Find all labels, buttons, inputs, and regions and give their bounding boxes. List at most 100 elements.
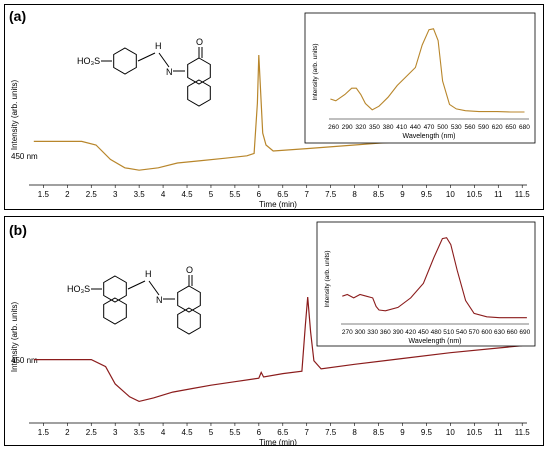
inset-x-tick-label-a-11: 590	[478, 124, 489, 131]
x-tick-label-b-15: 9	[400, 428, 405, 437]
inset-x-tick-label-b-3: 360	[380, 329, 391, 336]
structure-b-ring-3	[177, 285, 201, 313]
structure-a-n-label: N	[166, 67, 173, 77]
structure-b-bond-n1	[127, 280, 146, 290]
x-tick-label-b-16: 9.5	[421, 428, 433, 437]
x-tick-label-a-19: 11	[494, 190, 503, 199]
x-tick-label-b-17: 10	[446, 428, 455, 437]
panel-label-b: (b)	[9, 222, 27, 238]
x-tick-label-a-3: 3	[113, 190, 118, 199]
inset-x-tick-label-a-14: 680	[519, 124, 530, 131]
structure-a-so3h-label: HO₃S	[77, 56, 100, 66]
x-tick-label-b-7: 5	[209, 428, 214, 437]
x-tick-label-a-15: 9	[400, 190, 405, 199]
structure-a-o-label: O	[196, 37, 203, 47]
series-line-b-0	[33, 296, 523, 403]
structure-b-n-label: N	[156, 295, 163, 305]
inset-frame-a	[304, 12, 536, 144]
inset-x-tick-label-b-7: 480	[431, 329, 442, 336]
x-tick-label-b-2: 2.5	[86, 428, 98, 437]
structure-b-h-label: H	[145, 269, 152, 279]
inset-x-tick-label-a-12: 620	[492, 124, 503, 131]
x-tick-label-b-6: 4.5	[181, 428, 193, 437]
x-tick-label-b-18: 10.5	[467, 428, 483, 437]
x-tick-label-b-20: 11.5	[515, 428, 531, 437]
x-axis-label-b: Time (min)	[259, 438, 297, 445]
inset-x-tick-label-b-1: 300	[355, 329, 366, 336]
inset-x-tick-label-b-11: 600	[481, 329, 492, 336]
series-line-a-0	[33, 54, 523, 171]
x-tick-label-b-1: 2	[65, 428, 70, 437]
x-tick-label-b-10: 6.5	[277, 428, 289, 437]
inset-b: 270 300 330 360 390 420 450 480 510 540 570 600 630 6…	[316, 221, 536, 347]
inset-x-tick-label-a-8: 500	[437, 124, 448, 131]
y-axis-label-a: Intensity (arb. units)	[10, 80, 19, 151]
structure-a-bond-nn	[158, 52, 170, 68]
inset-x-tick-label-a-7: 470	[424, 124, 435, 131]
chart-panel-b: (b) Intensity (arb. units) 450 nm 1.5 2 2.5 3 3…	[4, 216, 544, 447]
inset-y-axis-label-b: Intensity (arb. units)	[324, 250, 331, 307]
inset-x-tick-label-b-0: 270	[342, 329, 353, 336]
x-tick-label-a-8: 5.5	[229, 190, 241, 199]
inset-x-tick-label-b-9: 540	[456, 329, 467, 336]
inset-x-tick-label-a-1: 290	[342, 124, 353, 131]
inset-x-tick-label-b-5: 420	[405, 329, 416, 336]
x-tick-label-a-18: 10.5	[467, 190, 483, 199]
structure-b-so3h-label: HO₃S	[67, 284, 90, 294]
structure-b-bond-nn	[148, 280, 160, 296]
inset-x-tick-label-a-3: 350	[369, 124, 380, 131]
x-tick-label-a-2: 2.5	[86, 190, 98, 199]
structure-b-labels: HO₃S H N O	[67, 265, 193, 305]
x-tick-label-a-6: 4.5	[181, 190, 193, 199]
structure-a-h-label: H	[155, 41, 162, 51]
inset-x-tick-label-b-10: 570	[469, 329, 480, 336]
structure-a-labels: HO₃S H N O	[77, 37, 203, 77]
x-tick-label-a-17: 10	[446, 190, 455, 199]
inset-x-tick-label-b-2: 330	[367, 329, 378, 336]
inset-x-tick-label-a-0: 260	[328, 124, 339, 131]
structure-b-ring-2	[103, 297, 127, 325]
inset-x-tick-label-b-13: 660	[507, 329, 518, 336]
inset-x-tick-label-b-4: 390	[393, 329, 404, 336]
inset-x-tick-label-a-5: 410	[396, 124, 407, 131]
inset-a: 260 290 320 350 380 410 440 470 500 530 560 590 620 6…	[304, 12, 536, 144]
x-tick-label-b-3: 3	[113, 428, 118, 437]
x-tick-label-b-8: 5.5	[229, 428, 241, 437]
x-tick-label-b-13: 8	[352, 428, 357, 437]
x-tick-label-b-12: 7.5	[325, 428, 337, 437]
x-tick-label-a-0: 1.5	[38, 190, 50, 199]
structure-b-o-label: O	[186, 265, 193, 275]
chart-b-svg: (b)Intensity (arb. units)450 nm1.5 2 2.5 3 3…	[9, 221, 536, 447]
x-tick-label-a-13: 8	[352, 190, 357, 199]
x-tick-label-b-4: 3.5	[134, 428, 146, 437]
x-tick-label-b-14: 8.5	[373, 428, 385, 437]
inset-x-tick-label-b-6: 450	[418, 329, 429, 336]
inset-y-axis-label-a: Intensity (arb. units)	[312, 43, 319, 100]
inset-x-tick-label-b-14: 690	[519, 329, 530, 336]
x-axis-label-a: Time (min)	[259, 200, 297, 209]
trace-label-b: 450 nm	[11, 356, 38, 365]
x-tick-label-a-11: 7	[305, 190, 310, 199]
chart-panel-a: (a) Intensity (arb. units) 450 nm 1.5 2 2.5 3 3…	[4, 4, 544, 210]
x-tick-label-a-5: 4	[161, 190, 166, 199]
x-tick-label-a-20: 11.5	[515, 190, 531, 199]
x-tick-label-a-10: 6.5	[277, 190, 289, 199]
x-tick-label-a-9: 6	[257, 190, 262, 199]
structure-a-bond-n1	[137, 52, 156, 62]
inset-x-axis-label-b: Wavelength (nm)	[408, 338, 461, 345]
x-tick-label-a-12: 7.5	[325, 190, 337, 199]
x-tick-label-a-4: 3.5	[134, 190, 146, 199]
structure-a-ring-4	[187, 79, 211, 107]
x-tick-label-a-14: 8.5	[373, 190, 385, 199]
inset-series-line-a-0	[330, 28, 525, 113]
x-tick-label-a-1: 2	[65, 190, 70, 199]
inset-x-tick-label-a-9: 530	[451, 124, 462, 131]
structure-b-ring-4	[177, 307, 201, 335]
inset-x-tick-label-a-10: 560	[464, 124, 475, 131]
x-tick-label-b-0: 1.5	[38, 428, 50, 437]
x-tick-label-b-11: 7	[305, 428, 310, 437]
structure-a-ring-1	[113, 47, 137, 75]
structure-a-ring-3	[187, 57, 211, 85]
trace-label-a: 450 nm	[11, 152, 38, 161]
inset-x-tick-label-b-8: 510	[443, 329, 454, 336]
